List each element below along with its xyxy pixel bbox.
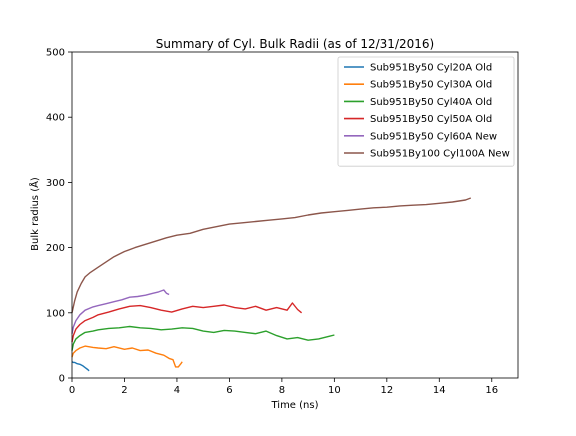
- x-tick-label: 4: [174, 385, 180, 396]
- x-axis-ticks: 0 2 4 6 8 10 12 14 16: [69, 378, 498, 396]
- series-line: [71, 325, 335, 351]
- x-axis-label: Time (ns): [270, 400, 318, 411]
- x-tick-label: 2: [121, 385, 127, 396]
- y-tick-label: 100: [46, 308, 65, 319]
- x-tick-label: 14: [433, 385, 446, 396]
- legend-label: Sub951By50 Cyl60A New: [370, 131, 497, 142]
- x-tick-label: 0: [69, 385, 75, 396]
- series-line: [71, 345, 183, 368]
- legend-label: Sub951By50 Cyl40A Old: [370, 97, 492, 108]
- y-tick-label: 300: [46, 178, 65, 189]
- series-line: [71, 302, 303, 343]
- x-tick-label: 16: [485, 385, 498, 396]
- y-tick-label: 200: [46, 243, 65, 254]
- series-line: [71, 197, 472, 313]
- legend-label: Sub951By50 Cyl30A Old: [370, 80, 492, 91]
- series-line: [71, 289, 170, 334]
- legend-label: Sub951By100 Cyl100A New: [370, 149, 510, 160]
- chart-title: Summary of Cyl. Bulk Radii (as of 12/31/…: [156, 37, 434, 51]
- y-tick-label: 400: [46, 113, 65, 124]
- plot-lines: [71, 197, 472, 372]
- x-tick-label: 6: [226, 385, 232, 396]
- legend: Sub951By50 Cyl20A Old Sub951By50 Cyl30A O…: [337, 56, 515, 167]
- y-tick-label: 500: [46, 48, 65, 59]
- axes-frame: [71, 51, 519, 379]
- legend-box: [337, 56, 515, 167]
- y-axis-label: Bulk radius (Å): [28, 177, 41, 251]
- legend-label: Sub951By50 Cyl50A Old: [370, 114, 492, 125]
- legend-label: Sub951By50 Cyl20A Old: [370, 63, 492, 74]
- x-tick-label: 10: [328, 385, 341, 396]
- y-axis-ticks: 0 100 200 300 400 500: [46, 48, 72, 385]
- x-tick-label: 12: [380, 385, 393, 396]
- series-line: [71, 361, 90, 372]
- x-tick-label: 8: [279, 385, 285, 396]
- y-tick-label: 0: [59, 374, 65, 385]
